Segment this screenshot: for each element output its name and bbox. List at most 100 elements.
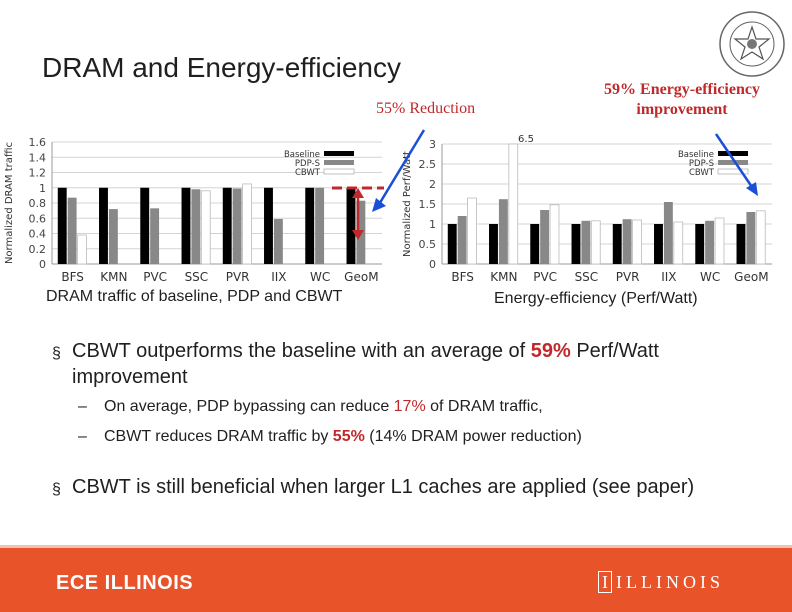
bar-baseline bbox=[305, 187, 315, 264]
efficiency-annotation-line2: improvement bbox=[636, 101, 728, 118]
bar-cbwt bbox=[467, 197, 477, 265]
x-tick-label: PVC bbox=[533, 270, 557, 284]
y-tick-label: 0.8 bbox=[29, 197, 47, 210]
ece-illinois-logo: ECE ILLINOIS bbox=[56, 572, 194, 594]
subbullet-highlight: 55% bbox=[332, 428, 365, 445]
bar-cbwt bbox=[755, 210, 766, 265]
y-tick-label: 0.5 bbox=[419, 238, 437, 251]
subbullet-text-pre: On average, PDP bypassing can reduce bbox=[104, 398, 394, 415]
y-tick-label: 2.5 bbox=[419, 158, 437, 171]
bullet-text: CBWT outperforms the baseline with an av… bbox=[52, 338, 692, 390]
legend-swatch bbox=[324, 160, 354, 165]
bar-baseline bbox=[264, 187, 273, 264]
subbullet-text-pre: CBWT reduces DRAM traffic by bbox=[104, 428, 333, 445]
y-tick-label: 2 bbox=[429, 178, 436, 191]
x-tick-label: IIX bbox=[271, 270, 286, 284]
x-tick-label: PVR bbox=[616, 270, 640, 284]
y-tick-label: 1 bbox=[39, 182, 46, 195]
bar-baseline bbox=[695, 224, 705, 264]
bar-pdp-s bbox=[67, 197, 77, 264]
bar-baseline bbox=[181, 187, 191, 264]
legend-swatch bbox=[718, 151, 748, 156]
bar-pdp-s bbox=[705, 220, 715, 264]
y-tick-label: 0 bbox=[429, 258, 436, 271]
legend-label: CBWT bbox=[295, 168, 321, 178]
legend-swatch bbox=[717, 168, 749, 175]
bar-baseline bbox=[447, 224, 457, 264]
bar-pdp-s bbox=[150, 208, 160, 264]
bar-baseline bbox=[346, 187, 356, 264]
y-tick-label: 1.2 bbox=[29, 167, 47, 180]
y-tick-label: 0.2 bbox=[29, 243, 47, 256]
bar-pdp-s bbox=[108, 209, 118, 264]
perf-chart-caption: Energy-efficiency (Perf/Watt) bbox=[494, 290, 698, 307]
y-tick-label: 1.6 bbox=[29, 136, 47, 149]
bar-cbwt bbox=[549, 204, 560, 265]
subbullet-cbwt: – CBWT reduces DRAM traffic by 55% (14% D… bbox=[78, 426, 582, 448]
legend-swatch bbox=[324, 151, 354, 156]
slide-title: DRAM and Energy-efficiency bbox=[42, 52, 401, 83]
bar-pdp-s bbox=[356, 200, 366, 264]
y-tick-label: 1 bbox=[429, 218, 436, 231]
y-tick-label: 0 bbox=[39, 258, 46, 271]
x-tick-label: GeoM bbox=[734, 270, 768, 284]
bar-pdp-s bbox=[273, 219, 283, 264]
y-axis-label: Normalized Perf/Watt bbox=[402, 151, 413, 257]
illinois-logo-text: ILLINOIS bbox=[616, 572, 724, 592]
illinois-logo: I ILLINOIS bbox=[598, 571, 724, 593]
bar-baseline bbox=[530, 224, 540, 264]
footer-bar: ECE ILLINOIS I ILLINOIS bbox=[0, 545, 792, 612]
bar-baseline bbox=[736, 224, 746, 264]
legend-label: Baseline bbox=[678, 150, 714, 160]
bullet-cbwt-outperforms: § CBWT outperforms the baseline with an … bbox=[52, 338, 692, 390]
bar-baseline bbox=[140, 187, 150, 264]
bar-baseline bbox=[571, 224, 581, 264]
x-tick-label: WC bbox=[700, 270, 720, 284]
bullet-marker: § bbox=[52, 481, 61, 498]
y-tick-label: 0.6 bbox=[29, 212, 47, 225]
legend-swatch bbox=[323, 168, 355, 175]
x-tick-label: PVC bbox=[143, 270, 167, 284]
bar-cbwt bbox=[714, 217, 725, 265]
legend-label: Baseline bbox=[284, 150, 320, 160]
bar-cbwt bbox=[632, 219, 642, 265]
subbullet-dash: – bbox=[78, 428, 87, 445]
x-tick-label: SSC bbox=[575, 270, 599, 284]
x-tick-label: BFS bbox=[451, 270, 474, 284]
y-axis-label: Normalized DRAM traffic bbox=[4, 142, 15, 264]
university-seal-icon bbox=[719, 11, 785, 77]
bar-pdp-s bbox=[315, 187, 325, 264]
bar-pdp-s bbox=[746, 212, 756, 264]
x-tick-label: WC bbox=[310, 270, 330, 284]
overflow-value-label: 6.5 bbox=[518, 134, 534, 145]
bar-cbwt bbox=[200, 190, 211, 265]
legend-swatch bbox=[718, 160, 748, 165]
efficiency-annotation-line1: 59% Energy-efficiency bbox=[604, 81, 760, 98]
bar-cbwt bbox=[673, 221, 684, 265]
y-tick-label: 3 bbox=[429, 138, 436, 151]
dram-traffic-chart: 0 0.2 0.4 0.6 0.8 1 1.2 1.4 1.6 Normalized DRAM t… bbox=[4, 136, 382, 284]
bullet-text: CBWT is still beneficial when larger L1 … bbox=[72, 476, 695, 498]
bullet-text-pre: CBWT outperforms the baseline with an av… bbox=[72, 340, 531, 362]
bar-baseline bbox=[99, 187, 108, 264]
subbullet-dash: – bbox=[78, 398, 87, 415]
legend-label: PDP-S bbox=[689, 159, 714, 169]
efficiency-annotation: 59% Energy-efficiency improvement bbox=[582, 80, 782, 120]
x-tick-label: GeoM bbox=[344, 270, 378, 284]
x-tick-label: KMN bbox=[100, 270, 127, 284]
bar-pdp-s bbox=[663, 202, 673, 264]
subbullet-pdp: – On average, PDP bypassing can reduce 17… bbox=[78, 396, 543, 418]
subbullet-text-post: (14% DRAM power reduction) bbox=[364, 428, 582, 445]
legend-label: PDP-S bbox=[295, 159, 320, 169]
bar-pdp-s bbox=[498, 199, 508, 264]
bar-pdp-s bbox=[581, 220, 591, 264]
perf-watt-chart: 0 0.5 1 1.5 2 2.5 3 Normalized Perf/Watt BFS KMN P… bbox=[402, 134, 772, 284]
bar-pdp-s bbox=[622, 219, 632, 264]
x-tick-label: SSC bbox=[185, 270, 209, 284]
y-tick-label: 1.5 bbox=[419, 198, 437, 211]
bar-baseline bbox=[489, 224, 498, 264]
bar-baseline bbox=[612, 224, 622, 264]
bullet-marker: § bbox=[52, 345, 61, 362]
dram-chart-caption: DRAM traffic of baseline, PDP and CBWT bbox=[46, 288, 343, 305]
illinois-logo-mark: I bbox=[598, 571, 612, 593]
